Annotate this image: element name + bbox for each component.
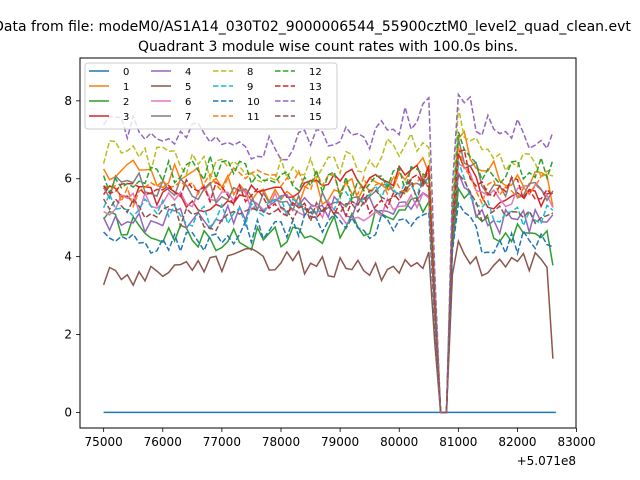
x-tick-label: 76000 [144, 435, 182, 449]
legend-label-15: 15 [309, 112, 322, 123]
legend-label-14: 14 [309, 97, 322, 108]
series-line-4 [102, 172, 554, 414]
legend-label-6: 6 [185, 97, 191, 108]
legend-label-2: 2 [123, 97, 129, 108]
x-tick-label: 82000 [498, 435, 536, 449]
series-line-11 [103, 146, 554, 414]
legend-label-8: 8 [247, 67, 253, 78]
series-line-10 [103, 201, 554, 414]
x-tick-label: 81000 [439, 435, 477, 449]
x-tick-label: 83000 [557, 435, 595, 449]
legend-label-5: 5 [185, 82, 191, 93]
series-line-8 [102, 107, 554, 414]
legend-label-13: 13 [309, 82, 322, 93]
legend-label-12: 12 [309, 67, 322, 78]
chart-title: Quadrant 3 module wise count rates with … [138, 39, 518, 55]
y-tick-label: 2 [64, 328, 72, 342]
y-tick-label: 6 [64, 172, 72, 186]
legend-label-1: 1 [123, 82, 129, 93]
x-tick-label: 78000 [262, 435, 300, 449]
series-layer [102, 92, 556, 414]
ticks-layer: 75000 76000 77000 78000 79000 80000 81000 82000… [64, 94, 595, 449]
series-line-5 [102, 238, 554, 414]
x-offset-label: +5.071e8 [517, 454, 576, 468]
series-line-2 [103, 186, 554, 414]
legend-label-3: 3 [123, 112, 129, 123]
legend-label-7: 7 [185, 112, 191, 123]
series-line-13 [103, 148, 554, 414]
figure-title: Data from file: modeM0/AS1A14_030T02_900… [0, 19, 631, 35]
x-tick-label: 75000 [85, 435, 123, 449]
x-tick-label: 77000 [203, 435, 241, 449]
y-tick-label: 8 [64, 94, 72, 108]
series-line-15 [102, 172, 554, 414]
legend-label-4: 4 [185, 67, 191, 78]
series-line-14 [102, 92, 554, 414]
plot-frame [79, 57, 577, 429]
legend-box [84, 62, 338, 130]
legend-label-11: 11 [247, 112, 260, 123]
y-tick-label: 4 [64, 250, 72, 264]
x-tick-label: 80000 [380, 435, 418, 449]
series-line-6 [103, 162, 554, 414]
legend-label-10: 10 [247, 97, 260, 108]
legend-label-9: 9 [247, 82, 253, 93]
series-line-12 [102, 131, 554, 414]
legend-label-0: 0 [123, 67, 129, 78]
x-tick-label: 79000 [321, 435, 359, 449]
y-tick-label: 0 [64, 405, 72, 419]
